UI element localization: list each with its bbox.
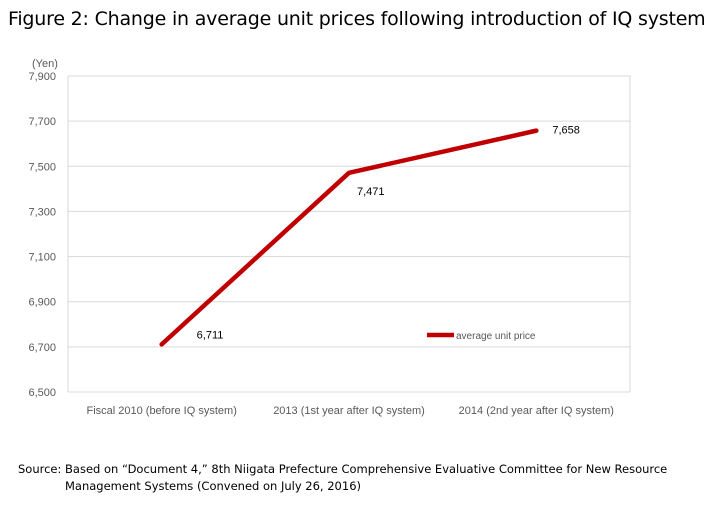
source-line-2: Management Systems (Convened on July 26,…	[65, 479, 361, 493]
data-point	[534, 128, 539, 133]
data-label: 7,471	[357, 186, 385, 198]
y-tick-label: 7,300	[28, 206, 56, 218]
data-label: 6,711	[197, 329, 224, 341]
y-tick-label: 7,900	[28, 71, 56, 83]
data-point	[347, 170, 351, 175]
y-axis-unit-label: (Yen)	[32, 58, 58, 70]
x-tick-label: 2013 (1st year after IQ system)	[273, 405, 425, 417]
y-tick-label: 7,500	[28, 161, 56, 173]
x-tick-label: 2014 (2nd year after IQ system)	[459, 405, 614, 417]
legend-label: average unit price	[456, 331, 536, 342]
y-tick-label: 6,500	[28, 387, 56, 399]
source-note: Source: Based on “Document 4,” 8th Niiga…	[18, 461, 667, 495]
chart-title: Figure 2: Change in average unit prices …	[8, 8, 706, 30]
y-tick-label: 6,900	[28, 297, 56, 309]
series-line	[159, 128, 539, 347]
x-tick-label: Fiscal 2010 (before IQ system)	[86, 405, 236, 417]
data-label: 7,658	[552, 125, 580, 137]
y-tick-label: 6,700	[28, 342, 56, 354]
data-point	[159, 342, 164, 347]
y-tick-label: 7,100	[28, 252, 56, 264]
y-tick-label: 7,700	[28, 116, 56, 128]
source-line-1: Source: Based on “Document 4,” 8th Niiga…	[18, 462, 668, 476]
plot-area	[67, 75, 631, 393]
